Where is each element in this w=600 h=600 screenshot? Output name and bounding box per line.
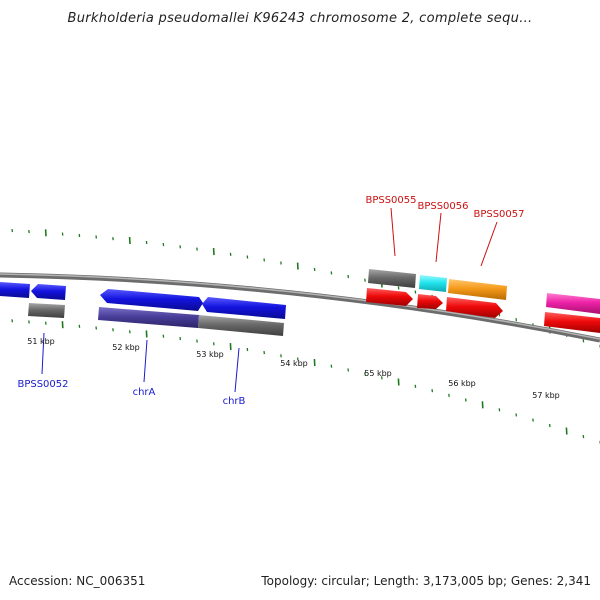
gene-feature-left-blue-2[interactable] [31, 284, 66, 300]
scale-label-57kbp: 57 kbp [532, 391, 560, 400]
gene-feature-left-blue-1[interactable] [0, 282, 30, 298]
leader-line-chra [143, 339, 148, 383]
scale-label-53kbp: 53 kbp [196, 350, 224, 359]
gene-label-bpss0052: BPSS0052 [17, 379, 68, 390]
gene-feature-chra-box[interactable] [98, 307, 199, 328]
chromosome-backbone [0, 272, 600, 343]
scale-label-54kbp: 54 kbp [280, 359, 308, 368]
scale-label-52kbp: 52 kbp [112, 343, 140, 352]
gene-labels: BPSS0055 BPSS0056 BPSS0057 BPSS0052 chrA… [17, 195, 524, 407]
gene-feature-chra-arrow[interactable] [100, 289, 203, 311]
topology-text: Topology: circular; Length: 3,173,005 bp… [261, 574, 591, 588]
gene-feature-magenta[interactable] [546, 293, 600, 314]
gene-feature-chrb-arrow[interactable] [202, 297, 286, 319]
leader-line-bpss0056 [435, 212, 442, 263]
scale-labels: 51 kbp 52 kbp 53 kbp 54 kbp 55 kbp 56 kb… [27, 337, 560, 400]
outer-tick-arc [11, 229, 600, 348]
leader-line-bpss0055 [390, 207, 396, 257]
gene-feature-red-4[interactable] [544, 312, 600, 333]
gene-feature-bpss0052[interactable] [28, 303, 65, 318]
gene-feature-chrb-box[interactable] [198, 315, 284, 336]
leader-lines [41, 207, 498, 393]
scale-label-56kbp: 56 kbp [448, 379, 476, 388]
map-title: Burkholderia pseudomallei K96243 chromos… [67, 11, 533, 26]
gene-label-bpss0057: BPSS0057 [473, 209, 524, 220]
gene-feature-bpss0057[interactable] [448, 279, 507, 300]
leader-line-bpss0052 [41, 332, 45, 375]
gene-feature-bpss0056[interactable] [419, 275, 447, 292]
inner-tick-arc [11, 319, 600, 444]
scale-label-55kbp: 55 kbp [364, 369, 392, 378]
leader-line-bpss0057 [480, 221, 498, 267]
accession-text: Accession: NC_006351 [9, 574, 146, 588]
chromosome-backbone-highlight [0, 273, 600, 340]
gene-feature-red-2[interactable] [417, 294, 443, 309]
gene-label-chra: chrA [133, 387, 156, 398]
scale-label-51kbp: 51 kbp [27, 337, 55, 346]
gene-label-bpss0055: BPSS0055 [365, 195, 416, 206]
gene-feature-red-3[interactable] [446, 297, 503, 318]
gene-label-chrb: chrB [223, 396, 246, 407]
gene-feature-red-1[interactable] [366, 288, 413, 306]
leader-line-chrb [234, 347, 240, 393]
gene-feature-bpss0055[interactable] [368, 269, 416, 288]
gene-label-bpss0056: BPSS0056 [417, 201, 468, 212]
